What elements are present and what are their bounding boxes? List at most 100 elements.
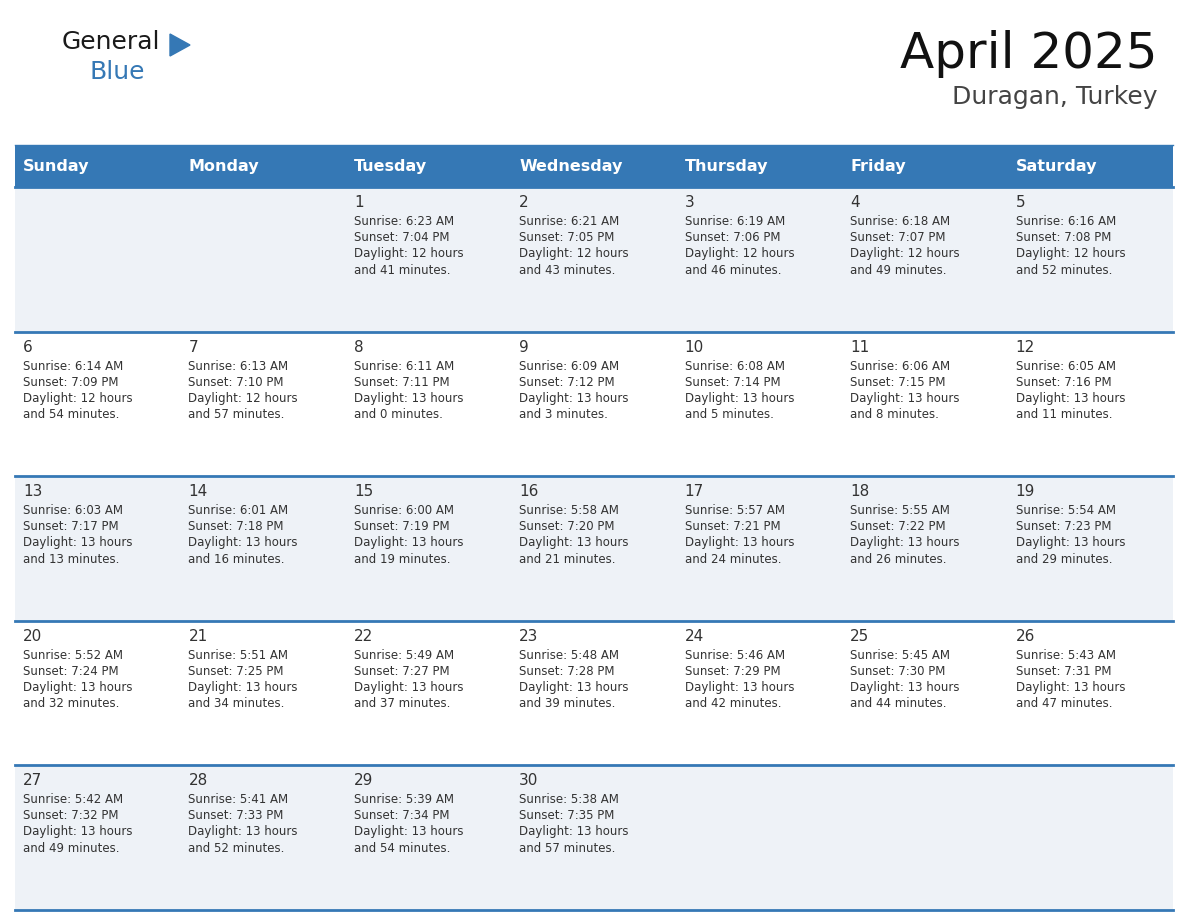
- Text: 12: 12: [1016, 340, 1035, 354]
- Text: Daylight: 13 hours
and 5 minutes.: Daylight: 13 hours and 5 minutes.: [684, 392, 795, 421]
- Text: Sunrise: 5:54 AM: Sunrise: 5:54 AM: [1016, 504, 1116, 517]
- Text: Daylight: 13 hours
and 52 minutes.: Daylight: 13 hours and 52 minutes.: [189, 825, 298, 855]
- Text: Daylight: 12 hours
and 52 minutes.: Daylight: 12 hours and 52 minutes.: [1016, 247, 1125, 276]
- Text: Daylight: 13 hours
and 24 minutes.: Daylight: 13 hours and 24 minutes.: [684, 536, 795, 565]
- Text: 19: 19: [1016, 484, 1035, 499]
- Text: Sunrise: 6:01 AM: Sunrise: 6:01 AM: [189, 504, 289, 517]
- Bar: [15, 187, 1173, 331]
- Text: Daylight: 13 hours
and 37 minutes.: Daylight: 13 hours and 37 minutes.: [354, 681, 463, 711]
- Text: 22: 22: [354, 629, 373, 644]
- Text: 20: 20: [23, 629, 43, 644]
- Text: Sunset: 7:28 PM: Sunset: 7:28 PM: [519, 665, 614, 677]
- Text: Sunrise: 6:13 AM: Sunrise: 6:13 AM: [189, 360, 289, 373]
- Text: Daylight: 13 hours
and 47 minutes.: Daylight: 13 hours and 47 minutes.: [1016, 681, 1125, 711]
- Text: 7: 7: [189, 340, 198, 354]
- Text: Sunday: Sunday: [23, 159, 89, 174]
- Text: Daylight: 13 hours
and 54 minutes.: Daylight: 13 hours and 54 minutes.: [354, 825, 463, 855]
- Text: Sunset: 7:18 PM: Sunset: 7:18 PM: [189, 521, 284, 533]
- Text: Sunrise: 6:00 AM: Sunrise: 6:00 AM: [354, 504, 454, 517]
- Bar: [15, 476, 1173, 621]
- Text: Sunrise: 5:38 AM: Sunrise: 5:38 AM: [519, 793, 619, 806]
- Text: Daylight: 13 hours
and 49 minutes.: Daylight: 13 hours and 49 minutes.: [23, 825, 133, 855]
- Text: 6: 6: [23, 340, 33, 354]
- Text: Sunset: 7:10 PM: Sunset: 7:10 PM: [189, 375, 284, 388]
- Text: Sunrise: 6:11 AM: Sunrise: 6:11 AM: [354, 360, 454, 373]
- Text: Sunset: 7:23 PM: Sunset: 7:23 PM: [1016, 521, 1111, 533]
- Text: 18: 18: [851, 484, 870, 499]
- Text: Sunset: 7:14 PM: Sunset: 7:14 PM: [684, 375, 781, 388]
- Text: Daylight: 13 hours
and 13 minutes.: Daylight: 13 hours and 13 minutes.: [23, 536, 133, 565]
- Text: Sunset: 7:19 PM: Sunset: 7:19 PM: [354, 521, 449, 533]
- Bar: [15, 766, 1173, 910]
- Bar: [677, 145, 842, 187]
- Bar: [15, 621, 1173, 766]
- Text: Daylight: 13 hours
and 16 minutes.: Daylight: 13 hours and 16 minutes.: [189, 536, 298, 565]
- Text: Sunset: 7:24 PM: Sunset: 7:24 PM: [23, 665, 119, 677]
- Text: Sunrise: 6:05 AM: Sunrise: 6:05 AM: [1016, 360, 1116, 373]
- Text: Sunrise: 6:06 AM: Sunrise: 6:06 AM: [851, 360, 950, 373]
- Text: Sunrise: 5:45 AM: Sunrise: 5:45 AM: [851, 649, 950, 662]
- Text: Sunrise: 5:55 AM: Sunrise: 5:55 AM: [851, 504, 950, 517]
- Text: 16: 16: [519, 484, 538, 499]
- Text: Sunset: 7:15 PM: Sunset: 7:15 PM: [851, 375, 946, 388]
- Bar: [15, 331, 1173, 476]
- Text: Sunrise: 5:51 AM: Sunrise: 5:51 AM: [189, 649, 289, 662]
- Text: Daylight: 13 hours
and 39 minutes.: Daylight: 13 hours and 39 minutes.: [519, 681, 628, 711]
- Text: 1: 1: [354, 195, 364, 210]
- Text: Saturday: Saturday: [1016, 159, 1097, 174]
- Text: Sunrise: 5:39 AM: Sunrise: 5:39 AM: [354, 793, 454, 806]
- Text: Daylight: 13 hours
and 11 minutes.: Daylight: 13 hours and 11 minutes.: [1016, 392, 1125, 421]
- Text: 15: 15: [354, 484, 373, 499]
- Text: Sunset: 7:34 PM: Sunset: 7:34 PM: [354, 810, 449, 823]
- Text: Sunset: 7:35 PM: Sunset: 7:35 PM: [519, 810, 614, 823]
- Text: Daylight: 12 hours
and 49 minutes.: Daylight: 12 hours and 49 minutes.: [851, 247, 960, 276]
- Text: 28: 28: [189, 773, 208, 789]
- Text: Sunrise: 5:42 AM: Sunrise: 5:42 AM: [23, 793, 124, 806]
- Text: Daylight: 13 hours
and 26 minutes.: Daylight: 13 hours and 26 minutes.: [851, 536, 960, 565]
- Text: Sunset: 7:04 PM: Sunset: 7:04 PM: [354, 231, 449, 244]
- Text: Sunset: 7:16 PM: Sunset: 7:16 PM: [1016, 375, 1111, 388]
- Text: Blue: Blue: [90, 60, 145, 84]
- Text: Sunrise: 5:43 AM: Sunrise: 5:43 AM: [1016, 649, 1116, 662]
- Text: Sunset: 7:27 PM: Sunset: 7:27 PM: [354, 665, 449, 677]
- Text: Sunrise: 5:52 AM: Sunrise: 5:52 AM: [23, 649, 124, 662]
- Text: Daylight: 13 hours
and 3 minutes.: Daylight: 13 hours and 3 minutes.: [519, 392, 628, 421]
- Bar: [15, 145, 181, 187]
- Text: Sunset: 7:20 PM: Sunset: 7:20 PM: [519, 521, 614, 533]
- Text: Sunset: 7:12 PM: Sunset: 7:12 PM: [519, 375, 615, 388]
- Text: Daylight: 13 hours
and 19 minutes.: Daylight: 13 hours and 19 minutes.: [354, 536, 463, 565]
- Text: Sunrise: 5:41 AM: Sunrise: 5:41 AM: [189, 793, 289, 806]
- Text: Sunrise: 5:57 AM: Sunrise: 5:57 AM: [684, 504, 785, 517]
- Text: Sunset: 7:22 PM: Sunset: 7:22 PM: [851, 521, 946, 533]
- Text: Sunrise: 5:46 AM: Sunrise: 5:46 AM: [684, 649, 785, 662]
- Text: Daylight: 12 hours
and 57 minutes.: Daylight: 12 hours and 57 minutes.: [189, 392, 298, 421]
- Text: 23: 23: [519, 629, 538, 644]
- Text: Wednesday: Wednesday: [519, 159, 623, 174]
- Text: 4: 4: [851, 195, 860, 210]
- Text: Daylight: 12 hours
and 43 minutes.: Daylight: 12 hours and 43 minutes.: [519, 247, 628, 276]
- Text: Daylight: 12 hours
and 46 minutes.: Daylight: 12 hours and 46 minutes.: [684, 247, 795, 276]
- Text: 13: 13: [23, 484, 43, 499]
- Text: 24: 24: [684, 629, 704, 644]
- Text: Daylight: 12 hours
and 54 minutes.: Daylight: 12 hours and 54 minutes.: [23, 392, 133, 421]
- Text: 5: 5: [1016, 195, 1025, 210]
- Text: Sunrise: 6:09 AM: Sunrise: 6:09 AM: [519, 360, 619, 373]
- Text: Sunrise: 6:19 AM: Sunrise: 6:19 AM: [684, 215, 785, 228]
- Text: Sunrise: 5:48 AM: Sunrise: 5:48 AM: [519, 649, 619, 662]
- Text: 26: 26: [1016, 629, 1035, 644]
- Text: Sunset: 7:06 PM: Sunset: 7:06 PM: [684, 231, 781, 244]
- Text: Sunrise: 5:49 AM: Sunrise: 5:49 AM: [354, 649, 454, 662]
- Text: 29: 29: [354, 773, 373, 789]
- Text: Sunset: 7:33 PM: Sunset: 7:33 PM: [189, 810, 284, 823]
- Text: 9: 9: [519, 340, 529, 354]
- Text: Sunrise: 5:58 AM: Sunrise: 5:58 AM: [519, 504, 619, 517]
- Text: 25: 25: [851, 629, 870, 644]
- Text: Sunrise: 6:16 AM: Sunrise: 6:16 AM: [1016, 215, 1116, 228]
- Text: Daylight: 13 hours
and 44 minutes.: Daylight: 13 hours and 44 minutes.: [851, 681, 960, 711]
- Text: Sunset: 7:09 PM: Sunset: 7:09 PM: [23, 375, 119, 388]
- Text: Daylight: 13 hours
and 8 minutes.: Daylight: 13 hours and 8 minutes.: [851, 392, 960, 421]
- Text: Sunset: 7:31 PM: Sunset: 7:31 PM: [1016, 665, 1111, 677]
- Text: Tuesday: Tuesday: [354, 159, 426, 174]
- Text: Monday: Monday: [189, 159, 259, 174]
- Text: 11: 11: [851, 340, 870, 354]
